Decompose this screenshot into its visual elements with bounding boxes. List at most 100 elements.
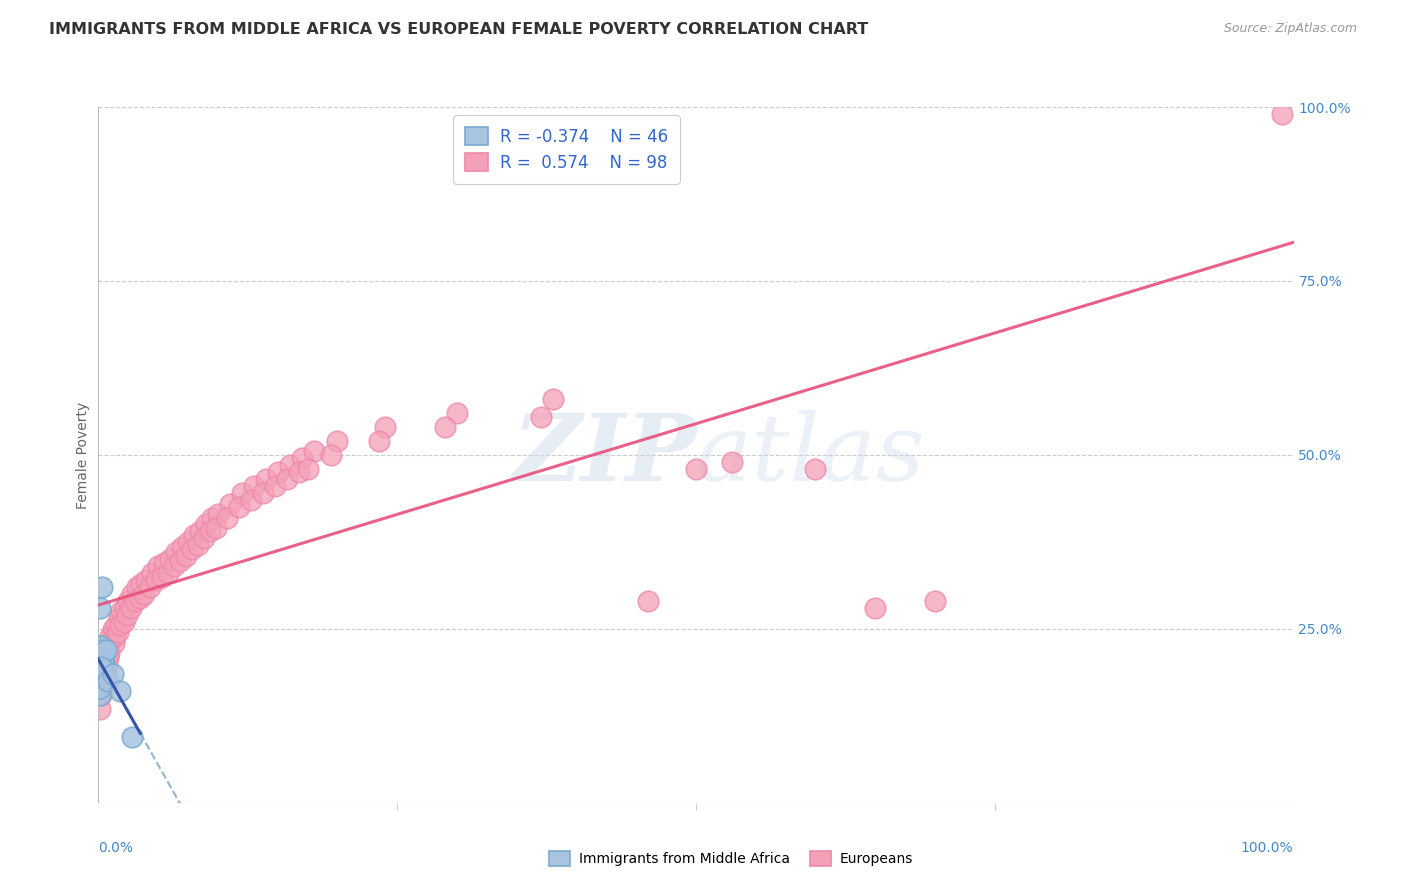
- Point: [145, 573, 167, 587]
- Point: [141, 566, 163, 581]
- Point: [90, 677, 112, 691]
- Point: [108, 618, 131, 632]
- Point: [243, 479, 266, 493]
- Point: [93, 674, 115, 689]
- Point: [240, 493, 263, 508]
- Point: [183, 528, 205, 542]
- Point: [177, 534, 200, 549]
- Point: [207, 507, 229, 521]
- Point: [91, 664, 114, 678]
- Point: [374, 420, 396, 434]
- Point: [89, 702, 111, 716]
- Point: [107, 625, 129, 640]
- Point: [100, 632, 122, 647]
- Point: [321, 448, 343, 462]
- Point: [90, 660, 112, 674]
- Point: [91, 657, 114, 671]
- Point: [530, 409, 553, 424]
- Point: [124, 594, 146, 608]
- Point: [89, 674, 111, 689]
- Point: [89, 639, 111, 653]
- Point: [153, 556, 176, 570]
- Point: [90, 642, 112, 657]
- Point: [180, 541, 202, 556]
- Point: [148, 559, 170, 574]
- Legend: Immigrants from Middle Africa, Europeans: Immigrants from Middle Africa, Europeans: [544, 846, 918, 871]
- Point: [91, 653, 114, 667]
- Point: [93, 674, 115, 689]
- Point: [90, 660, 112, 674]
- Point: [90, 674, 112, 689]
- Point: [91, 639, 114, 653]
- Point: [446, 406, 468, 420]
- Point: [297, 462, 319, 476]
- Point: [924, 594, 946, 608]
- Point: [115, 607, 138, 622]
- Text: 0.0%: 0.0%: [98, 841, 134, 855]
- Point: [174, 549, 197, 563]
- Point: [89, 667, 111, 681]
- Point: [541, 392, 564, 407]
- Point: [288, 466, 311, 480]
- Point: [721, 455, 744, 469]
- Point: [101, 667, 124, 681]
- Point: [103, 636, 125, 650]
- Point: [91, 649, 114, 664]
- Text: 100.0%: 100.0%: [1241, 841, 1294, 855]
- Point: [91, 684, 114, 698]
- Point: [252, 486, 274, 500]
- Point: [89, 674, 111, 689]
- Point: [91, 657, 114, 671]
- Point: [97, 674, 120, 689]
- Point: [135, 573, 157, 587]
- Point: [326, 434, 349, 448]
- Point: [156, 566, 179, 581]
- Point: [302, 444, 325, 458]
- Point: [91, 646, 114, 660]
- Point: [132, 587, 155, 601]
- Point: [110, 605, 132, 619]
- Text: IMMIGRANTS FROM MIDDLE AFRICA VS EUROPEAN FEMALE POVERTY CORRELATION CHART: IMMIGRANTS FROM MIDDLE AFRICA VS EUROPEA…: [49, 22, 869, 37]
- Text: ZIP: ZIP: [512, 410, 696, 500]
- Point: [89, 688, 111, 702]
- Point: [163, 559, 186, 574]
- Point: [98, 629, 122, 643]
- Point: [131, 576, 153, 591]
- Point: [637, 594, 659, 608]
- Text: atlas: atlas: [696, 410, 925, 500]
- Point: [91, 649, 114, 664]
- Point: [89, 660, 111, 674]
- Point: [865, 601, 887, 615]
- Point: [90, 646, 112, 660]
- Point: [231, 486, 253, 500]
- Point: [267, 466, 290, 480]
- Point: [89, 681, 111, 695]
- Point: [219, 497, 242, 511]
- Point: [434, 420, 457, 434]
- Point: [125, 580, 148, 594]
- Point: [90, 671, 112, 685]
- Point: [368, 434, 391, 448]
- Point: [91, 580, 114, 594]
- Point: [112, 615, 135, 629]
- Point: [91, 660, 114, 674]
- Point: [107, 611, 129, 625]
- Point: [90, 677, 112, 691]
- Point: [169, 554, 191, 568]
- Point: [276, 472, 298, 486]
- Point: [90, 660, 112, 674]
- Point: [90, 657, 112, 671]
- Legend: R = -0.374    N = 46, R =  0.574    N = 98: R = -0.374 N = 46, R = 0.574 N = 98: [453, 115, 679, 184]
- Point: [98, 646, 121, 660]
- Point: [804, 462, 827, 476]
- Point: [104, 629, 127, 643]
- Point: [93, 671, 115, 685]
- Point: [108, 684, 131, 698]
- Point: [89, 660, 111, 674]
- Point: [91, 653, 114, 667]
- Point: [193, 532, 215, 546]
- Point: [91, 674, 114, 689]
- Point: [91, 653, 114, 667]
- Point: [89, 646, 111, 660]
- Point: [120, 601, 142, 615]
